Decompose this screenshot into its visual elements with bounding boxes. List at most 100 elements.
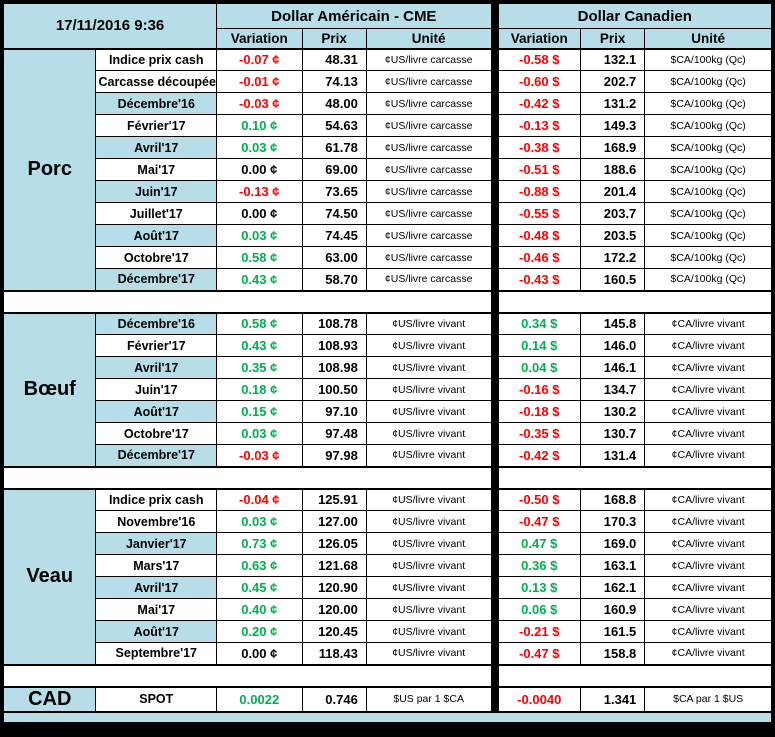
- ca-unit-label: ¢CA/livre vivant: [644, 488, 772, 511]
- row-label: Août'17: [95, 620, 218, 643]
- ca-variation-value: -0.47 $: [497, 510, 581, 533]
- table-row: Mars'17 0.63 ¢ 121.68 ¢US/livre vivant 0.36 …: [4, 554, 772, 577]
- ca-variation-value: -0.60 $: [497, 70, 581, 93]
- us-unit-label: ¢US/livre vivant: [365, 532, 492, 555]
- column-gap: [490, 510, 499, 533]
- ca-price-value: 131.4: [579, 444, 646, 467]
- ca-unit-label: ¢CA/livre vivant: [644, 598, 772, 621]
- us-variation-value: 0.10 ¢: [216, 114, 303, 137]
- row-label: Février'17: [95, 114, 218, 137]
- table-row: Mai'17 0.00 ¢ 69.00 ¢US/livre carcasse -0.51…: [4, 158, 772, 181]
- ca-variation-value: -0.13 $: [497, 114, 581, 137]
- row-label: Indice prix cash: [95, 48, 218, 71]
- row-label: Carcasse découpée: [95, 70, 218, 93]
- ca-unit-label: $CA/100kg (Qc): [644, 48, 772, 71]
- ca-unit-label: $CA/100kg (Qc): [644, 158, 772, 181]
- us-price-value: 120.90: [301, 576, 367, 599]
- ca-variation-value: -0.21 $: [497, 620, 581, 643]
- ca-variation-value: -0.88 $: [497, 180, 581, 203]
- us-variation-value: 0.00 ¢: [216, 202, 303, 225]
- us-variation-value: -0.03 ¢: [216, 444, 303, 467]
- ca-price-value: 161.5: [579, 620, 646, 643]
- ca-price-value: 1.341: [579, 686, 646, 712]
- row-label: Mars'17: [95, 554, 218, 577]
- column-gap: [490, 663, 499, 688]
- bottom-band-row: [3, 710, 772, 723]
- us-unit-label: ¢US/livre carcasse: [365, 180, 492, 203]
- bottom-band: [3, 710, 772, 723]
- us-variation-value: -0.04 ¢: [216, 488, 303, 511]
- ca-variation-value: 0.13 $: [497, 576, 581, 599]
- us-unit-label: ¢US/livre vivant: [365, 334, 492, 357]
- us-prix-header: Prix: [301, 28, 367, 50]
- column-gap: [490, 48, 499, 71]
- us-price-value: 100.50: [301, 378, 367, 401]
- ca-price-value: 168.9: [579, 136, 646, 159]
- us-variation-value: -0.01 ¢: [216, 70, 303, 93]
- us-price-value: 74.50: [301, 202, 367, 225]
- us-unit-label: ¢US/livre carcasse: [365, 224, 492, 247]
- ca-price-value: 203.7: [579, 202, 646, 225]
- us-variation-value: 0.18 ¢: [216, 378, 303, 401]
- row-label: Indice prix cash: [95, 488, 218, 511]
- ca-price-value: 130.2: [579, 400, 646, 423]
- row-label: Juillet'17: [95, 202, 218, 225]
- row-label: Décembre'17: [95, 444, 218, 467]
- section-separator: [3, 289, 773, 314]
- ca-variation-value: -0.55 $: [497, 202, 581, 225]
- us-price-value: 108.98: [301, 356, 367, 379]
- ca-price-value: 160.9: [579, 598, 646, 621]
- ca-price-value: 134.7: [579, 378, 646, 401]
- ca-price-value: 158.8: [579, 642, 646, 665]
- us-variation-value: 0.43 ¢: [216, 334, 303, 357]
- ca-unit-label: $CA/100kg (Qc): [644, 202, 772, 225]
- column-gap: [490, 400, 499, 423]
- us-unit-label: ¢US/livre vivant: [365, 554, 492, 577]
- section-label-0: Porc: [2, 48, 97, 291]
- table-row: Août'17 0.15 ¢ 97.10 ¢US/livre vivant -0.18 …: [4, 400, 772, 423]
- ca-variation-value: 0.34 $: [497, 312, 581, 335]
- us-unit-label: ¢US/livre carcasse: [365, 268, 492, 291]
- ca-unit-label: ¢CA/livre vivant: [644, 400, 772, 423]
- ca-unit-label: ¢CA/livre vivant: [644, 334, 772, 357]
- ca-price-value: 202.7: [579, 70, 646, 93]
- column-gap: [490, 620, 499, 643]
- us-price-value: 48.31: [301, 48, 367, 71]
- us-variation-value: 0.15 ¢: [216, 400, 303, 423]
- ca-unit-label: $CA/100kg (Qc): [644, 70, 772, 93]
- us-unit-label: ¢US/livre carcasse: [365, 158, 492, 181]
- ca-unit-label: ¢CA/livre vivant: [644, 378, 772, 401]
- table-row: Décembre'17 -0.03 ¢ 97.98 ¢US/livre vivant -…: [4, 444, 772, 467]
- us-price-value: 74.13: [301, 70, 367, 93]
- table-row: Juin'17 -0.13 ¢ 73.65 ¢US/livre carcasse -0.…: [4, 180, 772, 203]
- row-label: Septembre'17: [95, 642, 218, 665]
- us-unit-label: ¢US/livre vivant: [365, 576, 492, 599]
- us-unit-label: ¢US/livre vivant: [365, 510, 492, 533]
- column-gap: [490, 268, 499, 291]
- table-row: Septembre'17 0.00 ¢ 118.43 ¢US/livre vivant…: [4, 642, 772, 665]
- table-row: Avril'17 0.03 ¢ 61.78 ¢US/livre carcasse -0.…: [4, 136, 772, 159]
- ca-price-value: 201.4: [579, 180, 646, 203]
- row-label: Avril'17: [95, 576, 218, 599]
- header-row-columns: Variation Prix Unité Variation Prix Unit…: [4, 28, 772, 50]
- ca-unit-label: $CA/100kg (Qc): [644, 268, 772, 291]
- section-label-1: Bœuf: [2, 312, 97, 467]
- us-variation-header: Variation: [216, 28, 303, 50]
- us-variation-value: 0.40 ¢: [216, 598, 303, 621]
- ca-price-value: 146.1: [579, 356, 646, 379]
- ca-variation-value: -0.48 $: [497, 224, 581, 247]
- ca-price-value: 188.6: [579, 158, 646, 181]
- row-label: Décembre'16: [95, 312, 218, 335]
- column-gap: [490, 180, 499, 203]
- separator-band: [497, 465, 773, 490]
- ca-unit-label: $CA/100kg (Qc): [644, 136, 772, 159]
- us-price-value: 120.45: [301, 620, 367, 643]
- ca-unit-label: $CA/100kg (Qc): [644, 92, 772, 115]
- us-unit-label: ¢US/livre vivant: [365, 598, 492, 621]
- price-table: 17/11/2016 9:36 Dollar Américain - CME D…: [2, 3, 773, 723]
- us-unit-label: ¢US/livre carcasse: [365, 246, 492, 269]
- column-gap: [490, 532, 499, 555]
- us-price-value: 74.45: [301, 224, 367, 247]
- ca-variation-value: -0.42 $: [497, 92, 581, 115]
